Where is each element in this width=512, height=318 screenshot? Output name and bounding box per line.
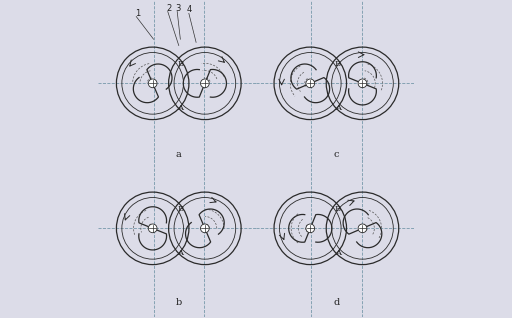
- Circle shape: [148, 79, 157, 88]
- Circle shape: [306, 224, 315, 233]
- Text: 4: 4: [187, 5, 192, 14]
- Text: B: B: [177, 205, 183, 213]
- Text: d: d: [333, 298, 339, 307]
- Text: 2: 2: [166, 4, 172, 13]
- Text: a: a: [176, 150, 182, 159]
- Text: b: b: [176, 298, 182, 307]
- Text: B: B: [335, 60, 341, 68]
- Text: B: B: [177, 60, 183, 68]
- Circle shape: [201, 79, 209, 88]
- Text: c: c: [334, 150, 339, 159]
- Text: 1: 1: [135, 9, 140, 17]
- Text: B: B: [335, 205, 341, 213]
- Circle shape: [201, 224, 209, 233]
- Circle shape: [306, 79, 315, 88]
- Text: A: A: [335, 249, 341, 257]
- Circle shape: [148, 224, 157, 233]
- Text: A: A: [177, 249, 183, 257]
- Text: A: A: [177, 104, 183, 112]
- Text: 3: 3: [176, 4, 181, 13]
- Circle shape: [358, 224, 367, 233]
- Text: A: A: [335, 104, 341, 112]
- Circle shape: [358, 79, 367, 88]
